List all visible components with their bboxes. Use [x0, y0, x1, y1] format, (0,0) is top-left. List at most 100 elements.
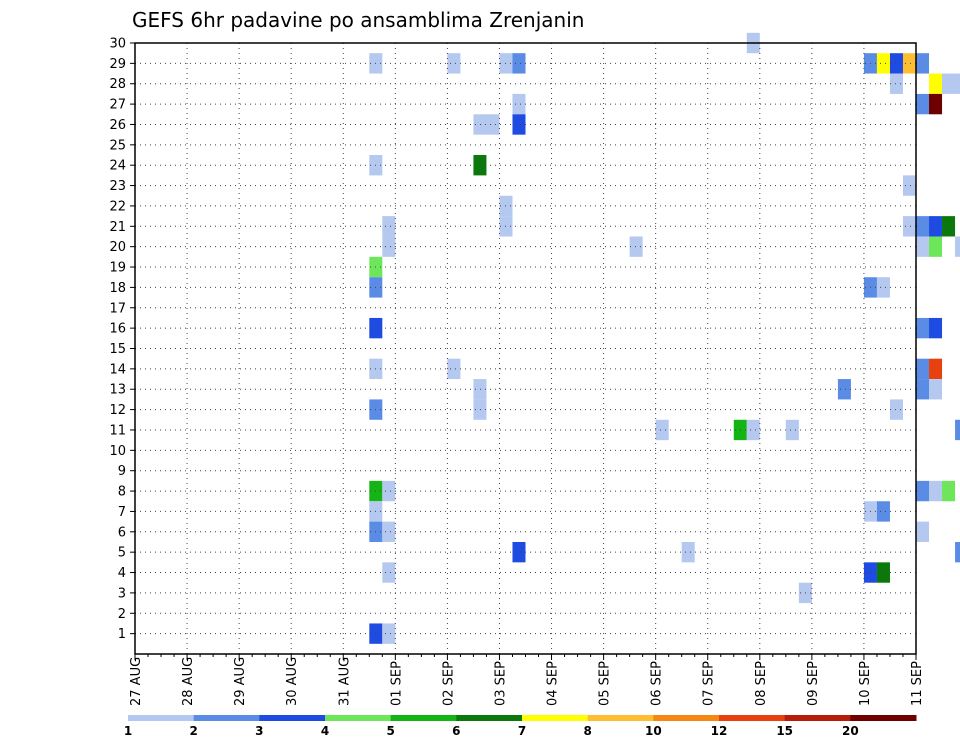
x-tick-label: 06 SEP — [650, 661, 665, 706]
precip-cell — [929, 73, 943, 94]
precip-cell — [512, 93, 526, 115]
precip-cell — [916, 216, 930, 237]
y-tick-label: 5 — [118, 546, 126, 561]
legend-swatch — [193, 715, 260, 721]
y-axis-members: 1234567891011121314151617181920212223242… — [109, 37, 135, 642]
color-legend: 1 2 3 4 5 6 7 8 10 12 15 20 — [124, 715, 917, 738]
y-tick-label: 25 — [109, 138, 126, 153]
x-tick-label: 10 SEP — [858, 661, 873, 706]
legend-swatch — [128, 715, 195, 721]
precip-cell — [916, 93, 930, 115]
x-tick-label: 27 AUG — [129, 657, 144, 706]
precip-cell — [929, 358, 943, 380]
precip-cell — [929, 236, 943, 257]
legend-swatch — [456, 715, 523, 721]
chart-title: GEFS 6hr padavine po ansamblima Zrenjani… — [132, 8, 584, 32]
y-tick-label: 28 — [109, 77, 126, 92]
precip-cell — [916, 379, 930, 400]
precip-cell — [382, 562, 396, 583]
legend-label: 12 — [711, 724, 728, 738]
precip-cell — [785, 419, 799, 441]
precip-cell — [629, 236, 643, 257]
y-tick-label: 10 — [109, 444, 126, 459]
precip-cell — [929, 216, 943, 237]
y-tick-label: 16 — [109, 322, 126, 337]
x-tick-label: 02 SEP — [441, 661, 456, 706]
y-tick-label: 14 — [109, 362, 126, 377]
x-tick-label: 30 AUG — [285, 657, 300, 706]
chart-grid — [135, 43, 916, 654]
y-tick-label: 15 — [109, 342, 126, 357]
precip-cell — [955, 541, 960, 563]
precip-cell — [746, 419, 760, 441]
legend-label: 7 — [518, 724, 526, 738]
y-tick-label: 6 — [118, 525, 126, 540]
y-tick-label: 7 — [118, 505, 126, 520]
legend-swatch — [653, 715, 720, 721]
precip-cell — [512, 114, 526, 135]
legend-swatch — [587, 715, 654, 721]
precip-cell — [955, 236, 960, 257]
precip-cell — [837, 379, 851, 400]
x-tick-label: 09 SEP — [806, 661, 821, 706]
y-tick-label: 30 — [109, 37, 126, 52]
legend-swatch — [259, 715, 326, 721]
precip-cell — [382, 216, 396, 237]
precip-cell — [876, 562, 890, 583]
x-tick-label: 05 SEP — [598, 661, 613, 706]
precip-cell — [876, 53, 890, 74]
y-tick-label: 18 — [109, 281, 126, 296]
legend-label: 2 — [189, 724, 197, 738]
precip-cell — [916, 53, 930, 74]
precip-cell — [916, 317, 930, 339]
legend-label: 5 — [386, 724, 394, 738]
precip-cell — [902, 216, 916, 237]
precip-cell — [382, 521, 396, 542]
precip-cell — [512, 53, 526, 74]
x-tick-label: 07 SEP — [702, 661, 717, 706]
precip-cell — [447, 53, 461, 74]
y-tick-label: 26 — [109, 118, 126, 133]
x-tick-label: 01 SEP — [389, 661, 404, 706]
legend-swatch — [850, 715, 917, 721]
precip-cell — [916, 236, 930, 257]
legend-swatch — [325, 715, 392, 721]
precip-cell — [929, 379, 943, 400]
precip-cell — [955, 419, 960, 441]
legend-label: 8 — [583, 724, 591, 738]
y-tick-label: 29 — [109, 57, 126, 72]
precip-cell — [447, 358, 461, 380]
y-tick-label: 3 — [118, 586, 126, 601]
legend-label: 20 — [842, 724, 859, 738]
y-tick-label: 2 — [118, 607, 126, 622]
y-tick-label: 9 — [118, 464, 126, 479]
precip-cell — [889, 399, 903, 420]
precip-cell — [902, 175, 916, 196]
precip-cell — [473, 114, 500, 135]
precip-cell — [942, 73, 960, 94]
precip-cell — [916, 521, 930, 542]
legend-swatch — [784, 715, 851, 721]
precipitation-cells — [369, 32, 960, 644]
y-tick-label: 21 — [109, 220, 126, 235]
y-tick-label: 27 — [109, 98, 126, 113]
precip-cell — [473, 399, 487, 420]
y-tick-label: 17 — [109, 301, 126, 316]
x-tick-label: 04 SEP — [546, 661, 561, 706]
precip-cell — [916, 480, 930, 502]
precip-cell — [876, 277, 890, 298]
precip-cell — [902, 53, 916, 74]
precip-cell — [942, 480, 956, 502]
precip-cell — [382, 480, 396, 502]
precip-cell — [512, 541, 526, 563]
y-tick-label: 23 — [109, 179, 126, 194]
legend-label: 4 — [321, 724, 329, 738]
x-axis-dates: 27 AUG 28 AUG 29 AUG 30 AUG 31 AUG 01 SEP 02 S… — [129, 654, 925, 706]
legend-label: 1 — [124, 724, 132, 738]
precip-cell — [382, 236, 396, 257]
precip-cell — [473, 379, 487, 400]
y-tick-label: 4 — [118, 566, 126, 581]
y-tick-label: 13 — [109, 383, 126, 398]
y-tick-label: 22 — [109, 199, 126, 214]
